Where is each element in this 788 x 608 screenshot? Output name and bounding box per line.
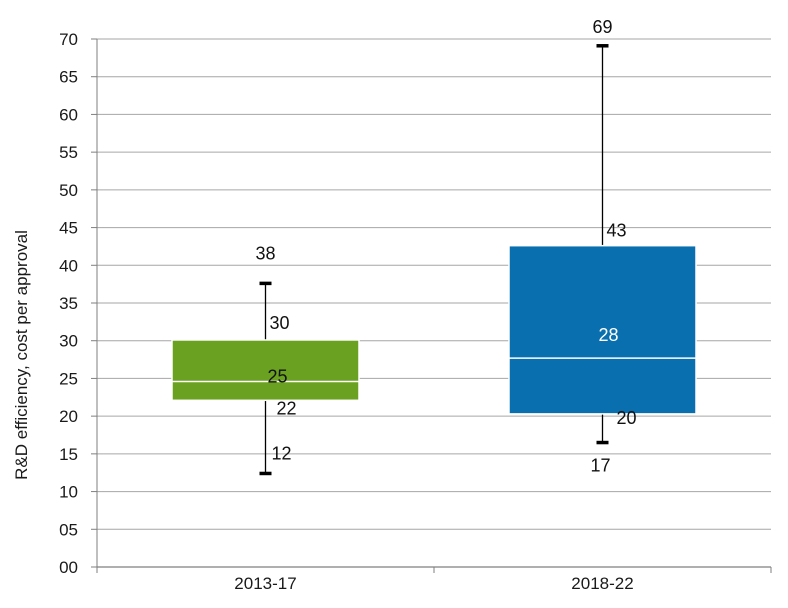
y-tick-label: 10 xyxy=(59,483,78,502)
label-whisker-low: 17 xyxy=(590,456,610,476)
y-tick-label: 45 xyxy=(59,219,78,238)
box-2013-17 xyxy=(171,339,360,402)
boxes xyxy=(171,44,697,476)
data-labels: 38 30 25 22 12 69 43 28 20 17 xyxy=(255,17,636,476)
y-tick-label: 15 xyxy=(59,445,78,464)
label-q1: 20 xyxy=(617,408,637,428)
label-median: 28 xyxy=(598,325,618,345)
y-tick-label: 35 xyxy=(59,294,78,313)
y-tick-label: 55 xyxy=(59,143,78,162)
y-tick-label: 05 xyxy=(59,520,78,539)
y-tick-label: 00 xyxy=(59,558,78,577)
y-tick-label: 40 xyxy=(59,256,78,275)
label-median: 25 xyxy=(268,366,288,386)
y-tick-label: 70 xyxy=(59,30,78,49)
x-category-label: 2013-17 xyxy=(234,574,296,593)
y-tick-label: 20 xyxy=(59,407,78,426)
label-q3: 30 xyxy=(270,313,290,333)
y-tick-label: 65 xyxy=(59,68,78,87)
label-whisker-high: 38 xyxy=(255,243,275,263)
y-tick-label: 30 xyxy=(59,332,78,351)
label-q1: 22 xyxy=(277,398,297,418)
y-tick-label: 60 xyxy=(59,105,78,124)
label-q3: 43 xyxy=(607,221,627,241)
y-tick-label: 50 xyxy=(59,181,78,200)
label-whisker-low: 12 xyxy=(272,443,292,463)
x-category-label: 2018-22 xyxy=(571,574,633,593)
box-2018-22 xyxy=(508,244,697,415)
y-tick-label: 25 xyxy=(59,369,78,388)
label-whisker-high: 69 xyxy=(592,17,612,37)
y-axis-label: R&D efficiency, cost per approval xyxy=(12,230,31,480)
